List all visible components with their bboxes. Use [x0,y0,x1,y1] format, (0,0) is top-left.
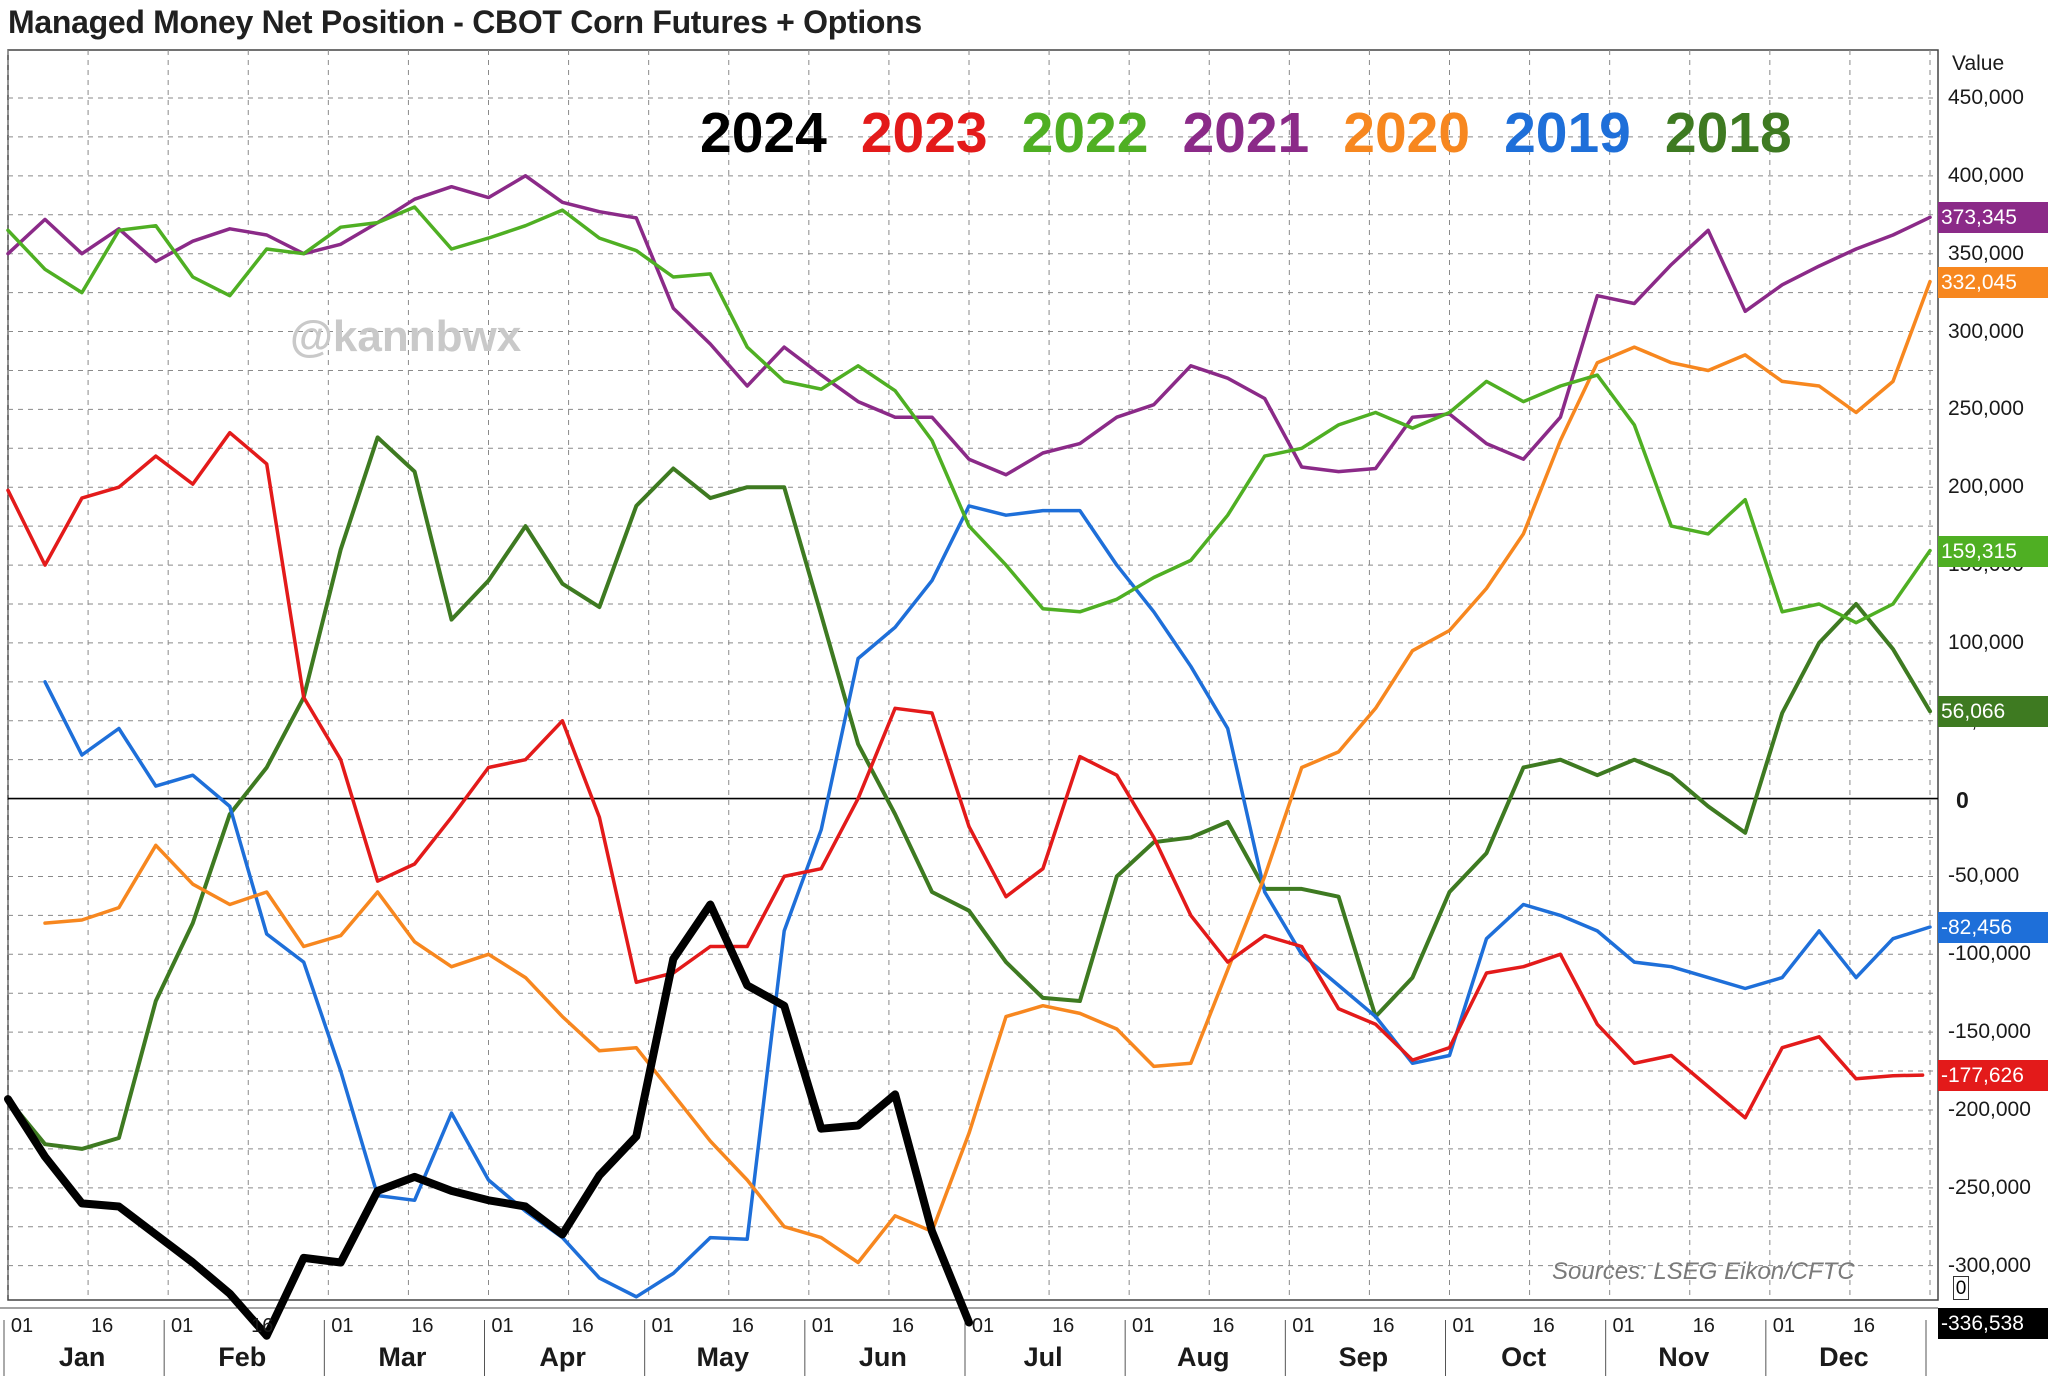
x-day-tick: 01 [1452,1315,1475,1337]
end-value-box-2022: 159,315 [1938,535,2048,567]
legend-item-2019: 2019 [1504,101,1631,165]
y-tick-label: 0 [1956,786,1969,813]
x-day-tick: 16 [90,1315,114,1337]
watermark-text: @kannbwx [290,312,522,361]
x-day-tick: 16 [731,1315,754,1337]
x-day-tick: 01 [171,1315,194,1337]
y-tick-label: 450,000 [1948,86,2024,109]
end-value-box-2021: 373,345 [1938,202,2048,234]
y-tick-label: 100,000 [1948,630,2024,654]
x-day-tick: 01 [651,1315,674,1337]
series-line-2020 [43,279,1932,1265]
x-day-tick: 16 [1532,1315,1555,1337]
y-tick-label: 400,000 [1948,163,2024,187]
legend-item-2018: 2018 [1664,101,1792,165]
x-day-tick: 16 [1212,1315,1235,1337]
legend: 2024 2023 2022 2021 2020 2019 2018 [700,100,1826,166]
y-tick-label: -100,000 [1948,942,2031,966]
y-tick-label: 350,000 [1948,241,2024,265]
y-tick-label: 300,000 [1948,319,2024,343]
chart-title: Managed Money Net Position - CBOT Corn F… [8,4,922,40]
x-day-tick: 16 [1852,1315,1876,1337]
x-month-label: Oct [1501,1342,1547,1372]
x-day-tick: 16 [1692,1315,1715,1337]
series-line-2019 [43,504,1932,1299]
x-month-label: Feb [218,1342,267,1372]
x-day-tick: 16 [1372,1315,1395,1337]
x-month-label: Mar [378,1342,427,1372]
x-day-tick: 16 [891,1315,915,1337]
x-day-tick: 01 [491,1315,514,1337]
x-day-tick: 01 [1292,1315,1315,1337]
legend-item-2023: 2023 [860,101,988,165]
y-tick-label: -300,000 [1948,1253,2031,1277]
end-value-box-2018: 56,066 [1938,696,2048,728]
x-month-label: Apr [539,1342,586,1372]
x-day-tick: 01 [331,1315,354,1337]
legend-item-2020: 2020 [1343,101,1471,165]
x-day-tick: 01 [1132,1315,1155,1337]
x-month-label: Jun [858,1342,907,1372]
x-day-tick: 16 [251,1315,274,1337]
end-marker-box: 0 [1953,1276,1969,1300]
x-day-tick: 16 [411,1315,434,1337]
y-tick-label: -200,000 [1948,1097,2031,1121]
end-value-box-2020: 332,045 [1938,266,2048,298]
series-line-2023 [6,430,1925,1120]
x-month-label: Dec [1819,1342,1869,1372]
legend-item-2021: 2021 [1182,101,1310,165]
y-tick-label: -50,000 [1948,864,2020,888]
series-line-2024 [4,900,973,1340]
x-month-label: Sep [1338,1342,1389,1372]
x-day-tick: 01 [1612,1315,1635,1337]
source-text: Sources: LSEG Eikon/CFTC [1552,1258,1855,1285]
y-tick-label: 250,000 [1948,397,2024,421]
y-axis-title: Value [1952,52,2005,75]
series-line-2021 [6,174,1932,477]
x-day-tick: 16 [1051,1315,1075,1337]
series-line-2018 [6,435,1932,1151]
legend-item-2022: 2022 [1021,101,1149,165]
x-day-tick: 01 [10,1315,34,1337]
y-tick-label: -250,000 [1948,1175,2031,1199]
y-tick-label: 200,000 [1948,475,2024,499]
end-value-box-2024: -336,538 [1938,1307,2048,1339]
series-line-2022 [6,205,1932,625]
x-month-label: Nov [1658,1342,1710,1372]
x-month-label: Jan [58,1342,106,1372]
legend-item-2024: 2024 [700,101,827,165]
x-day-tick: 01 [811,1315,834,1337]
y-tick-label: -150,000 [1948,1020,2031,1044]
x-day-tick: 01 [1772,1315,1795,1337]
end-value-box-2019: -82,456 [1938,911,2048,943]
x-month-label: Aug [1177,1342,1230,1372]
x-day-tick: 16 [571,1315,594,1337]
x-day-tick: 01 [971,1315,995,1337]
plot-frame [7,49,1939,1301]
x-month-label: Jul [1023,1342,1063,1372]
x-month-label: May [696,1342,750,1372]
end-value-box-2023: -177,626 [1938,1060,2048,1092]
